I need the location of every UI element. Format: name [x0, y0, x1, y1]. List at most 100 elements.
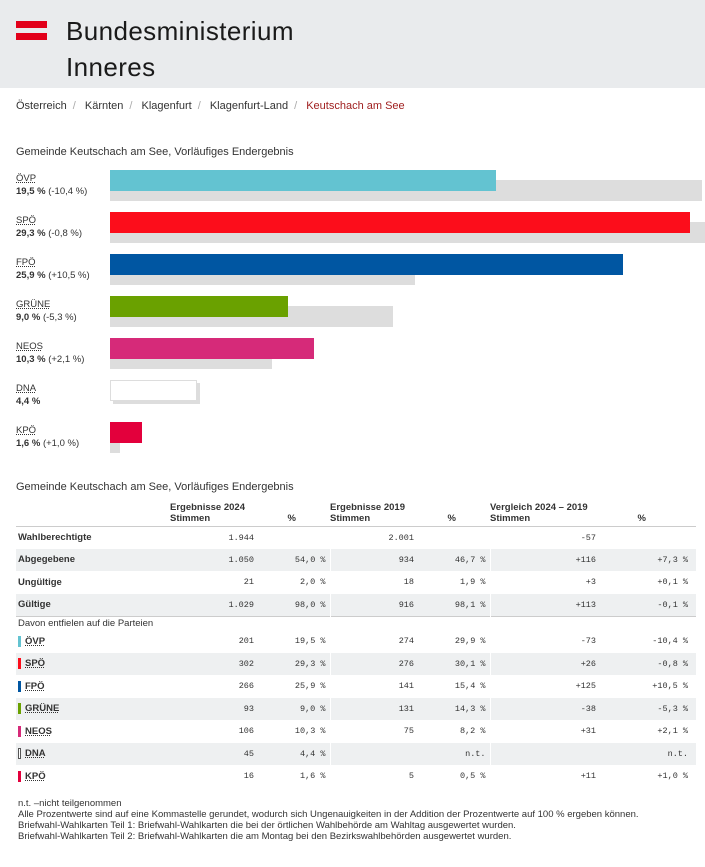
ministry-title[interactable]: Bundesministerium — [66, 16, 294, 46]
party-name[interactable]: NEOS — [16, 341, 43, 352]
cell-value: +3 — [585, 577, 596, 588]
party-name[interactable]: SPÖ — [16, 215, 37, 226]
party-color-swatch — [18, 658, 21, 670]
cell-value — [330, 742, 418, 765]
breadcrumb-link[interactable]: Klagenfurt-Land — [209, 100, 289, 112]
austria-flag-logo-lower[interactable] — [16, 33, 47, 40]
cell-value: -57 — [580, 532, 596, 543]
party-color-swatch — [18, 703, 21, 715]
cell-value — [418, 526, 491, 549]
table-row: Abgegebene 1.050 54,0 % 934 46,7 % +116 +7,3 % — [16, 548, 696, 571]
cell-value: 201 — [238, 636, 254, 647]
row-label: GRÜNE — [16, 697, 170, 720]
table-row: FPÖ 266 25,9 % 141 15,4 % +125 +10,5 % — [16, 675, 696, 698]
table-row: KPÖ 16 1,6 % 5 0,5 % +11 +1,0 % — [16, 765, 696, 788]
cell-value — [600, 526, 696, 549]
party-value: 9,0 % (-5,3 %) — [16, 312, 77, 323]
party-value: 4,4 % — [16, 396, 41, 407]
table-row: Gültige 1.029 98,0 % 916 98,1 % +113 -0,1 % — [16, 593, 696, 616]
party-name[interactable]: ÖVP — [16, 173, 37, 184]
breadcrumb-link[interactable]: Kärnten — [84, 100, 124, 112]
cell-value: +1,0 % — [657, 771, 688, 782]
table-row: GRÜNE 93 9,0 % 131 14,3 % -38 -5,3 % — [16, 697, 696, 720]
col-percent: % — [637, 513, 646, 524]
cell-value: 274 — [398, 636, 414, 647]
cell-value: -0,1 % — [600, 593, 696, 616]
breadcrumb-link[interactable]: Österreich — [16, 100, 67, 112]
cell-value: 21 — [243, 577, 254, 588]
party-label: NEOS 10,3 % (+2,1 %) — [16, 340, 84, 366]
cell-value: 98,0 % — [258, 593, 331, 616]
cell-value: +10,5 % — [652, 681, 688, 692]
cell-value: 1,9 % — [418, 571, 491, 594]
cell-value: 10,3 % — [258, 720, 331, 743]
cell-value: -5,3 % — [600, 697, 696, 720]
table-row: SPÖ 302 29,3 % 276 30,1 % +26 -0,8 % — [16, 652, 696, 675]
footnote: Briefwahl-Wahlkarten Teil 1: Briefwahl-W… — [18, 820, 516, 831]
site-header: Bundesministerium Inneres — [0, 0, 705, 88]
cell-value: 302 — [170, 652, 258, 675]
party-name[interactable]: ÖVP — [25, 635, 46, 647]
ministry-subtitle[interactable]: Inneres — [66, 52, 156, 82]
party-label: DNA 4,4 % — [16, 382, 40, 408]
cell-value: 29,9 % — [418, 630, 491, 653]
party-name[interactable]: DNA — [16, 383, 37, 394]
party-label: SPÖ 29,3 % (-0,8 %) — [16, 214, 82, 240]
bar-2024[interactable] — [110, 380, 198, 401]
group-title: Vergleich 2024 – 2019 — [490, 502, 588, 513]
footnote: n.t. –nicht teilgenommen — [18, 798, 122, 809]
party-name[interactable]: SPÖ — [25, 658, 46, 670]
austria-flag-logo[interactable] — [16, 21, 47, 28]
table-subheading: Davon entfielen auf die Parteien — [16, 615, 696, 630]
bar-2024[interactable] — [110, 296, 289, 317]
cell-value: 75 — [403, 726, 414, 737]
cell-value — [490, 742, 600, 765]
cell-value: 18 — [403, 577, 414, 588]
cell-value: 1.050 — [170, 548, 258, 571]
party-name[interactable]: FPÖ — [25, 680, 45, 692]
group-title: Ergebnisse 2024 — [170, 502, 245, 513]
party-label: FPÖ 25,9 % (+10,5 %) — [16, 256, 90, 282]
party-name[interactable]: GRÜNE — [25, 703, 60, 715]
cell-value: 30,1 % — [418, 652, 491, 675]
footnote: Alle Prozentwerte sind auf eine Kommaste… — [18, 809, 639, 820]
cell-value: +0,1 % — [657, 577, 688, 588]
party-name[interactable]: KPÖ — [25, 770, 46, 782]
cell-value: 934 — [330, 548, 418, 571]
cell-value: 98,1 % — [418, 593, 491, 616]
cell-value: 1.029 — [170, 593, 258, 616]
party-name[interactable]: NEOS — [25, 725, 52, 737]
bar-2024[interactable] — [110, 212, 690, 233]
cell-value: 16 — [243, 771, 254, 782]
bar-2024[interactable] — [110, 422, 142, 443]
cell-value: +11 — [580, 771, 596, 782]
cell-value: +31 — [580, 726, 596, 737]
cell-value: -73 — [580, 636, 596, 647]
cell-value: +7,3 % — [600, 548, 696, 571]
bar-2024[interactable] — [110, 338, 314, 359]
party-name[interactable]: KPÖ — [16, 425, 37, 436]
party-name[interactable]: FPÖ — [16, 257, 36, 268]
party-value: 19,5 % (-10,4 %) — [16, 186, 88, 197]
party-value: 25,9 % (+10,5 %) — [16, 270, 90, 281]
table-row: DNA 45 4,4 % n.t. n.t. — [16, 742, 696, 765]
table-row: Wahlberechtigte 1.944 2.001 -57 — [16, 526, 696, 549]
cell-value: 25,9 % — [258, 675, 331, 698]
party-name[interactable]: GRÜNE — [16, 299, 51, 310]
cell-value: 93 — [170, 697, 258, 720]
party-value: 29,3 % (-0,8 %) — [16, 228, 83, 239]
row-label: DNA — [16, 742, 170, 765]
cell-value: +116 — [490, 548, 600, 571]
row-label: FPÖ — [16, 675, 170, 698]
cell-value: 8,2 % — [418, 720, 491, 743]
bar-2024[interactable] — [110, 254, 623, 275]
breadcrumb-link[interactable]: Klagenfurt — [141, 100, 192, 112]
cell-value: 2.001 — [388, 532, 414, 543]
party-name[interactable]: DNA — [25, 748, 46, 760]
party-label: GRÜNE 9,0 % (-5,3 %) — [16, 298, 77, 324]
cell-value: n.t. — [600, 742, 696, 765]
col-stimmen: Stimmen — [170, 513, 211, 524]
bar-2024[interactable] — [110, 170, 496, 191]
breadcrumb-current: Keutschach am See — [306, 100, 405, 112]
footnote: Briefwahl-Wahlkarten Teil 2: Briefwahl-W… — [18, 831, 512, 842]
